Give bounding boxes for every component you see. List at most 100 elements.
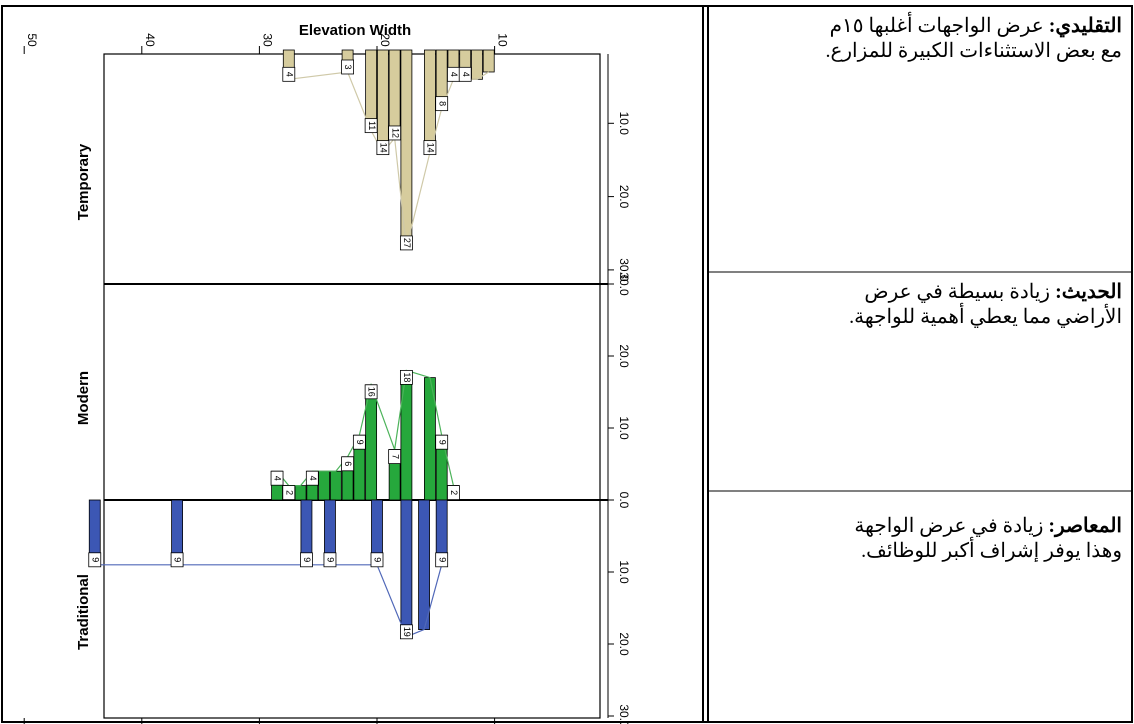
data-label-box bbox=[341, 456, 355, 472]
data-label-box bbox=[323, 552, 337, 568]
count-tick-label: 30.0 bbox=[617, 272, 631, 296]
count-tick-label: 10.0 bbox=[617, 416, 631, 440]
data-label: 4 bbox=[449, 72, 459, 77]
count-tick-label: 10.0 bbox=[617, 112, 631, 136]
data-label-box bbox=[388, 449, 402, 465]
data-label: 8 bbox=[437, 101, 447, 106]
data-label: 9 bbox=[302, 557, 312, 562]
data-label: 3 bbox=[343, 64, 353, 69]
bar bbox=[400, 499, 413, 638]
data-label-box bbox=[282, 66, 296, 82]
data-label: 18 bbox=[402, 372, 412, 382]
desc-line-2a: زيادة بسيطة في عرض bbox=[864, 281, 1056, 303]
bar bbox=[388, 49, 401, 139]
data-label: 9 bbox=[173, 557, 183, 562]
bar bbox=[400, 49, 413, 249]
x-tick-label: 10 bbox=[496, 33, 510, 47]
desc-heading-1: التقليدي: bbox=[1048, 15, 1122, 37]
panel-label: Temporary bbox=[75, 143, 92, 220]
data-label: 4 bbox=[308, 476, 318, 481]
count-tick-label: 20.0 bbox=[617, 632, 631, 656]
data-label-box bbox=[370, 552, 384, 568]
data-label: 12 bbox=[390, 128, 400, 138]
desc-heading-3: المعاصر: bbox=[1048, 515, 1122, 537]
x-tick-label: 30 bbox=[260, 33, 274, 47]
data-label: 19 bbox=[402, 627, 412, 637]
data-label-box bbox=[399, 235, 413, 251]
data-label: 9 bbox=[437, 557, 447, 562]
desc-line-2b: الأراضي مما يعطي أهمية للواجهة. bbox=[849, 306, 1122, 328]
desc-heading-2: الحديث: bbox=[1055, 281, 1122, 303]
data-label-box bbox=[447, 485, 460, 501]
elevation-width-chart: Elevation Width 50 40 30 20 1010.020.030.010… bbox=[11, 14, 695, 724]
count-tick-label: 10.0 bbox=[617, 560, 631, 584]
data-label: 4 bbox=[273, 476, 283, 481]
data-label: 6 bbox=[343, 461, 353, 466]
data-label-box bbox=[435, 96, 449, 112]
data-label-box bbox=[341, 59, 355, 75]
data-label: 7 bbox=[390, 454, 400, 459]
data-label-box bbox=[170, 552, 184, 568]
x-tick-label: 50 bbox=[25, 33, 39, 47]
bar bbox=[471, 49, 483, 80]
data-label: 14 bbox=[379, 143, 389, 153]
count-tick-label: 20.0 bbox=[617, 344, 631, 368]
chart-title: Elevation Width bbox=[299, 22, 411, 39]
data-label-box bbox=[364, 118, 378, 134]
desc-line-3b: وهذا يوفر إشراف أكبر للوظائف. bbox=[861, 540, 1122, 562]
data-label-box bbox=[423, 140, 437, 156]
data-label: 9 bbox=[373, 557, 383, 562]
panel-label: Modern bbox=[75, 371, 92, 425]
data-label: 11 bbox=[367, 121, 377, 130]
data-label: 4 bbox=[461, 72, 471, 77]
data-label: 14 bbox=[426, 143, 436, 153]
panel-label: Traditional bbox=[75, 574, 92, 650]
desc-line-3a: زيادة في عرض الواجهة bbox=[854, 515, 1049, 537]
description-traditional: التقليدي: عرض الواجهات أغلبها ١٥م مع بعض… bbox=[710, 14, 1130, 64]
count-tick-label: 20.0 bbox=[617, 185, 631, 209]
data-label-box bbox=[300, 552, 313, 568]
bar bbox=[329, 470, 342, 501]
data-label: 27 bbox=[402, 238, 412, 248]
data-label: 2 bbox=[449, 490, 459, 495]
data-label-box bbox=[435, 552, 449, 568]
data-label-box bbox=[388, 125, 402, 141]
desc-line-1a: عرض الواجهات أغلبها ١٥م bbox=[829, 15, 1049, 37]
count-tick-label: 0.0 bbox=[617, 492, 631, 509]
data-label-box bbox=[352, 434, 366, 450]
data-label-box bbox=[458, 66, 472, 82]
x-tick-label: 20 bbox=[378, 33, 392, 47]
description-contemporary: المعاصر: زيادة في عرض الواجهة وهذا يوفر … bbox=[710, 514, 1130, 564]
bar bbox=[418, 499, 430, 631]
data-label-box bbox=[435, 434, 449, 450]
plot-area: 50 40 30 20 10 10.0 20.0 30.0 10.0 20.0 30.0 0.0 10.… bbox=[23, 33, 631, 724]
data-label-box bbox=[376, 140, 390, 156]
data-label-box bbox=[270, 470, 284, 486]
data-label: 4 bbox=[284, 72, 294, 77]
bar bbox=[294, 485, 307, 501]
bar bbox=[482, 49, 495, 73]
description-modern: الحديث: زيادة بسيطة في عرض الأراضي مما ي… bbox=[710, 280, 1130, 330]
x-tick-label: 40 bbox=[143, 33, 157, 47]
data-label: 9 bbox=[355, 440, 365, 445]
trend-line bbox=[94, 564, 443, 638]
bar bbox=[318, 470, 330, 501]
data-label: 2 bbox=[284, 490, 294, 495]
data-label: 9 bbox=[437, 440, 447, 445]
data-label: 9 bbox=[326, 557, 336, 562]
count-tick-label: 30.0 bbox=[617, 704, 631, 724]
chart-background bbox=[11, 14, 695, 716]
bar bbox=[400, 369, 413, 501]
data-label-box bbox=[399, 624, 413, 640]
desc-line-1b: مع بعض الاستثناءات الكبيرة للمزارع. bbox=[825, 40, 1122, 62]
data-label-box bbox=[88, 552, 102, 568]
data-label-box bbox=[399, 369, 413, 385]
data-label: 16 bbox=[367, 387, 377, 397]
table-border bbox=[1, 5, 1133, 723]
bar bbox=[376, 49, 389, 154]
data-label-box bbox=[364, 384, 378, 400]
count-tick-label: 30.0 bbox=[617, 258, 631, 282]
data-label-box bbox=[305, 470, 319, 486]
data-label-box bbox=[282, 485, 296, 501]
